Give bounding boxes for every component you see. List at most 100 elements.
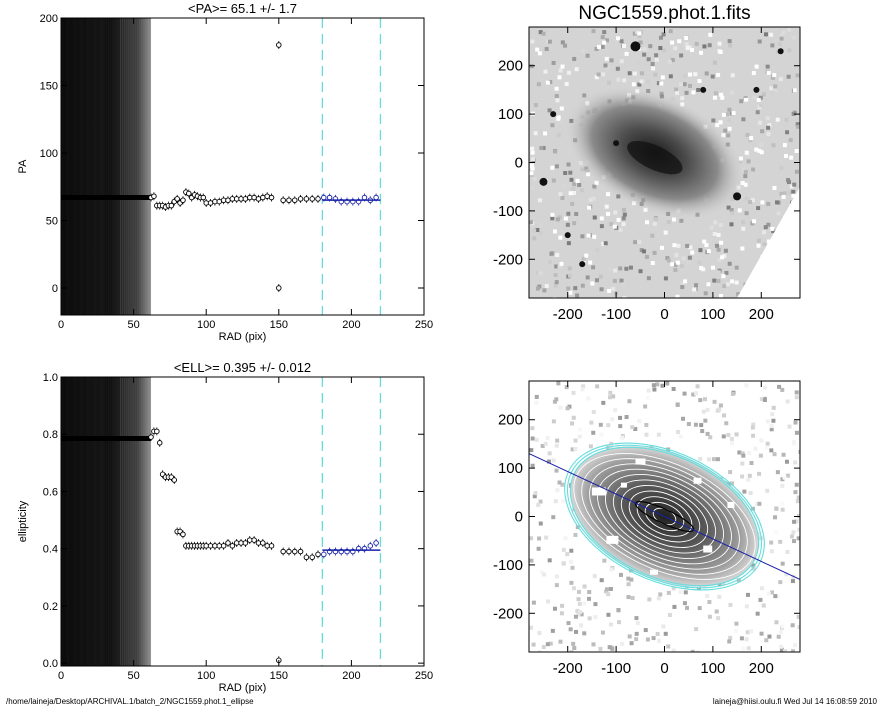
star: [539, 177, 548, 186]
noise-pixel: [783, 153, 788, 158]
noise-pixel: [676, 243, 681, 248]
noise-pixel: [592, 215, 597, 220]
noise-pixel: [697, 606, 702, 611]
noise-pixel: [687, 255, 692, 260]
noise-pixel: [639, 79, 644, 84]
noise-pixel: [766, 125, 771, 130]
noise-pixel: [702, 44, 707, 49]
noise-pixel: [575, 178, 580, 183]
noise-pixel: [554, 574, 559, 579]
noise-pixel: [685, 605, 690, 610]
noise-pixel: [781, 452, 786, 457]
noise-pixel: [624, 51, 629, 56]
noise-pixel: [588, 444, 593, 449]
noise-pixel: [554, 280, 559, 285]
noise-pixel: [565, 552, 570, 557]
noise-pixel: [550, 212, 555, 217]
data-point: [174, 196, 180, 202]
data-point: [242, 196, 249, 202]
noise-pixel: [639, 248, 644, 253]
y-tick-label: 0.4: [43, 544, 58, 556]
noise-pixel: [780, 501, 785, 506]
noise-pixel: [652, 250, 657, 255]
noise-pixel: [712, 60, 717, 65]
noise-pixel: [779, 36, 784, 41]
y-tick-label: 200: [498, 58, 523, 75]
noise-pixel: [705, 407, 710, 412]
noise-pixel: [791, 193, 796, 198]
noise-pixel: [794, 482, 799, 487]
noise-pixel: [580, 283, 585, 288]
noise-pixel: [717, 258, 722, 263]
noise-pixel: [624, 415, 629, 420]
noise-pixel: [780, 561, 785, 566]
noise-pixel: [573, 614, 578, 619]
noise-pixel: [601, 241, 606, 246]
noise-pixel: [637, 239, 642, 244]
noise-pixel: [663, 276, 668, 281]
noise-pixel: [537, 630, 542, 635]
star: [753, 86, 760, 93]
data-point: [276, 285, 282, 291]
noise-pixel: [648, 44, 653, 49]
data-point: [260, 194, 266, 201]
noise-pixel: [695, 384, 700, 389]
noise-pixel: [750, 221, 755, 226]
noise-pixel: [748, 138, 753, 143]
pa-plot-title: <PA>= 65.1 +/- 1.7: [188, 1, 297, 16]
noise-pixel: [682, 74, 687, 79]
noise-pixel: [764, 445, 769, 450]
noise-pixel: [679, 218, 684, 223]
noise-pixel: [555, 438, 560, 443]
noise-pixel: [591, 265, 596, 270]
noise-pixel: [574, 629, 579, 634]
noise-pixel: [745, 133, 750, 138]
noise-pixel: [541, 31, 546, 36]
noise-pixel: [629, 641, 634, 646]
noise-pixel: [730, 279, 735, 284]
x-tick-label: 150: [270, 670, 288, 682]
noise-pixel: [683, 279, 688, 284]
noise-pixel: [569, 548, 574, 553]
noise-pixel: [726, 133, 731, 138]
noise-pixel: [629, 577, 634, 582]
data-point: [373, 194, 379, 201]
noise-pixel: [577, 610, 582, 615]
noise-pixel: [672, 604, 677, 609]
noise-pixel: [767, 634, 772, 639]
data-point: [156, 440, 163, 446]
noise-pixel: [734, 280, 739, 285]
noise-pixel: [759, 631, 764, 636]
galaxy-core: [627, 140, 683, 175]
noise-pixel: [767, 123, 772, 128]
noise-pixel: [629, 568, 634, 573]
noise-pixel: [539, 146, 544, 151]
noise-pixel: [569, 421, 574, 426]
noise-pixel: [603, 241, 608, 246]
noise-pixel: [775, 200, 780, 205]
noise-pixel: [543, 131, 548, 136]
noise-pixel: [725, 282, 730, 287]
noise-pixel: [576, 597, 581, 602]
noise-pixel: [621, 207, 626, 212]
noise-pixel: [557, 133, 562, 138]
noise-pixel: [770, 412, 775, 417]
noise-pixel: [753, 446, 758, 451]
noise-pixel: [572, 646, 577, 651]
noise-pixel: [609, 567, 614, 572]
noise-pixel: [786, 74, 791, 79]
noise-pixel: [769, 424, 774, 429]
noise-pixel: [588, 197, 593, 202]
noise-pixel: [544, 46, 549, 51]
noise-pixel: [555, 253, 560, 258]
noise-pixel: [665, 381, 670, 386]
noise-pixel: [784, 572, 789, 577]
data-point: [168, 202, 175, 209]
noise-pixel: [711, 118, 716, 123]
data-point: [264, 193, 270, 199]
noise-pixel: [718, 293, 723, 298]
noise-pixel: [666, 219, 671, 224]
ellipticity-y-axis-label: ellipticity: [17, 500, 29, 542]
star: [630, 41, 641, 52]
noise-pixel: [607, 267, 612, 272]
